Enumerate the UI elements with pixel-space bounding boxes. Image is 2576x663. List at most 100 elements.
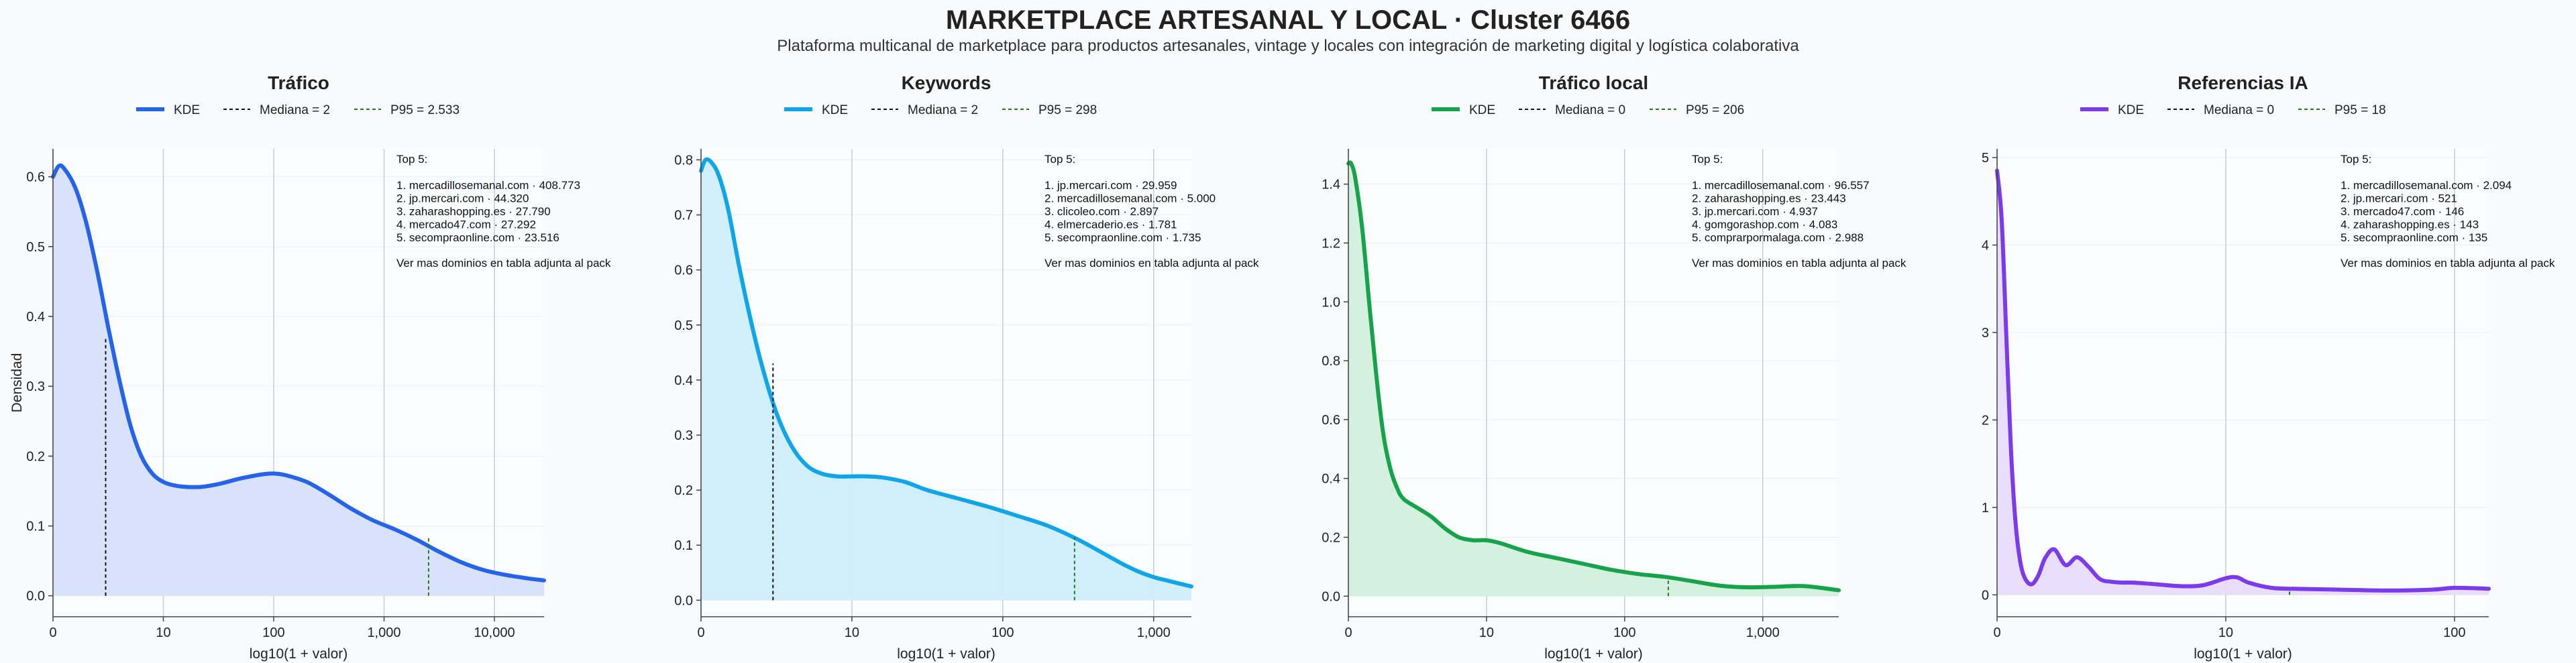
kde-fill-area <box>53 165 544 596</box>
chart-title: Tráfico <box>268 72 329 93</box>
annotation-line: 5. comprarpormalaga.com · 2.988 <box>1692 231 1864 244</box>
y-tick-label: 0.5 <box>26 240 45 255</box>
annotation-footer: Ver mas dominios en tabla adjunta al pac… <box>1692 257 1907 269</box>
annotation-line: 1. mercadillosemanal.com · 96.557 <box>1692 179 1870 192</box>
annotation-line: 5. secompraonline.com · 1.735 <box>1044 231 1201 244</box>
x-tick-label: 100 <box>2443 625 2465 640</box>
x-tick-label: 1,000 <box>1137 625 1171 640</box>
annotation-header: Top 5: <box>1692 153 1723 166</box>
y-tick-label: 0.6 <box>674 263 693 278</box>
kde-curve <box>1995 168 2491 593</box>
y-tick-label: 0.0 <box>1322 589 1340 604</box>
y-tick-label: 0.3 <box>674 428 693 443</box>
annotation-line: 1. mercadillosemanal.com · 2.094 <box>2341 179 2512 192</box>
y-tick-label: 1.2 <box>1322 236 1340 251</box>
y-tick-label: 0.5 <box>674 318 693 333</box>
y-tick-label: 0.1 <box>674 538 693 553</box>
plot-area <box>1997 149 2489 617</box>
x-tick-label: 0 <box>1993 625 2000 640</box>
legend-p95-label: P95 = 298 <box>1038 103 1097 117</box>
x-tick-label: 10,000 <box>474 625 515 640</box>
annotation-footer: Ver mas dominios en tabla adjunta al pac… <box>2341 257 2555 269</box>
y-tick-label: 0.3 <box>26 379 45 394</box>
legend-p95-label: P95 = 18 <box>2334 103 2386 117</box>
annotation-line: 4. mercado47.com · 27.292 <box>396 219 536 231</box>
kde-fill-area <box>1348 162 1839 597</box>
y-tick-label: 0.0 <box>674 593 693 608</box>
y-tick-label: 0.4 <box>1322 472 1340 487</box>
legend-kde-label: KDE <box>1469 103 1495 117</box>
x-tick-label: 100 <box>991 625 1014 640</box>
y-tick-label: 0.6 <box>26 170 45 185</box>
y-tick-label: 0.4 <box>26 310 45 324</box>
y-tick-label: 0.2 <box>1322 530 1340 545</box>
chart-title: Tráfico local <box>1539 72 1648 93</box>
annotation-footer: Ver mas dominios en tabla adjunta al pac… <box>396 257 611 269</box>
annotation-line: 5. secompraonline.com · 23.516 <box>396 231 559 244</box>
annotation-header: Top 5: <box>2341 153 2371 166</box>
chart-title: Keywords <box>902 72 991 93</box>
x-tick-label: 100 <box>262 625 284 640</box>
legend-median-label: Mediana = 0 <box>2204 103 2274 117</box>
main-subtitle: Plataforma multicanal de marketplace par… <box>777 37 1799 55</box>
y-tick-label: 0.8 <box>1322 354 1340 369</box>
chart-panel-3: 0.0 0.2 0.4 0.6 0.8 1.0 1.2 1.4 0 10 100 1,000 log10… <box>1322 72 1907 662</box>
x-tick-label: 0 <box>1344 625 1352 640</box>
legend-p95-label: P95 = 2.533 <box>390 103 460 117</box>
chart-title: Referencias IA <box>2178 72 2308 93</box>
annotation-line: 4. gomgorashop.com · 4.083 <box>1692 219 1837 231</box>
annotation-line: 5. secompraonline.com · 135 <box>2341 231 2487 244</box>
annotation-line: 4. elmercaderio.es · 1.781 <box>1044 219 1177 231</box>
annotation-line: 3. jp.mercari.com · 4.937 <box>1692 205 1818 218</box>
y-tick-label: 0.6 <box>1322 413 1340 428</box>
legend-kde-label: KDE <box>822 103 848 117</box>
x-tick-label: 1,000 <box>367 625 400 640</box>
main-title: MARKETPLACE ARTESANAL Y LOCAL · Cluster … <box>945 5 1631 35</box>
kde-curve <box>51 163 546 583</box>
y-tick-label: 1.4 <box>1322 178 1340 192</box>
y-tick-label: 0.2 <box>26 449 45 464</box>
annotation-line: 1. jp.mercari.com · 29.959 <box>1044 179 1177 192</box>
x-tick-label: 10 <box>845 625 859 640</box>
x-tick-label: 0 <box>49 625 56 640</box>
annotation-line: 4. zaharashopping.es · 143 <box>2341 219 2479 231</box>
x-tick-label: 10 <box>156 625 170 640</box>
legend-kde-label: KDE <box>2118 103 2144 117</box>
annotation-line: 2. mercadillosemanal.com · 5.000 <box>1044 192 1216 205</box>
annotation-line: 2. jp.mercari.com · 521 <box>2341 192 2457 205</box>
annotation-header: Top 5: <box>396 153 427 166</box>
y-tick-label: 0.0 <box>26 589 45 604</box>
x-axis-label: log10(1 + valor) <box>2194 646 2292 662</box>
x-tick-label: 100 <box>1613 625 1635 640</box>
y-tick-label: 3 <box>1982 326 1989 341</box>
legend-kde-label: KDE <box>174 103 200 117</box>
legend-median-label: Mediana = 0 <box>1555 103 1625 117</box>
kde-curve <box>699 157 1193 589</box>
y-tick-label: 5 <box>1982 151 1989 166</box>
y-tick-label: 0.2 <box>674 483 693 498</box>
x-tick-label: 10 <box>2218 625 2233 640</box>
y-tick-label: 0.1 <box>26 520 45 534</box>
chart-panel-2: 0.0 0.1 0.2 0.3 0.4 0.5 0.6 0.7 0.8 0 10 100 1,000 lo… <box>674 72 1259 662</box>
x-axis-label: log10(1 + valor) <box>250 646 348 662</box>
y-tick-label: 1.0 <box>1322 295 1340 310</box>
x-tick-label: 1,000 <box>1746 625 1780 640</box>
y-tick-label: 2 <box>1982 413 1989 428</box>
x-tick-label: 0 <box>697 625 704 640</box>
y-tick-label: 0.8 <box>674 153 693 168</box>
y-tick-label: 1 <box>1982 501 1989 516</box>
y-tick-label: 0.4 <box>674 373 693 388</box>
annotation-line: 1. mercadillosemanal.com · 408.773 <box>396 179 580 192</box>
y-axis-label: Densidad <box>9 353 25 413</box>
x-axis-label: log10(1 + valor) <box>897 646 996 662</box>
y-tick-label: 4 <box>1982 239 1989 253</box>
annotation-line: 3. zaharashopping.es · 27.790 <box>396 205 551 218</box>
legend-median-label: Mediana = 2 <box>908 103 978 117</box>
x-axis-label: log10(1 + valor) <box>1544 646 1643 662</box>
kde-curve <box>1346 160 1841 593</box>
annotation-line: 2. jp.mercari.com · 44.320 <box>396 192 529 205</box>
kde-fill-area <box>701 159 1191 601</box>
annotation-line: 3. clicoleo.com · 2.897 <box>1044 205 1159 218</box>
annotation-line: 2. zaharashopping.es · 23.443 <box>1692 192 1846 205</box>
y-tick-label: 0.7 <box>674 208 693 223</box>
